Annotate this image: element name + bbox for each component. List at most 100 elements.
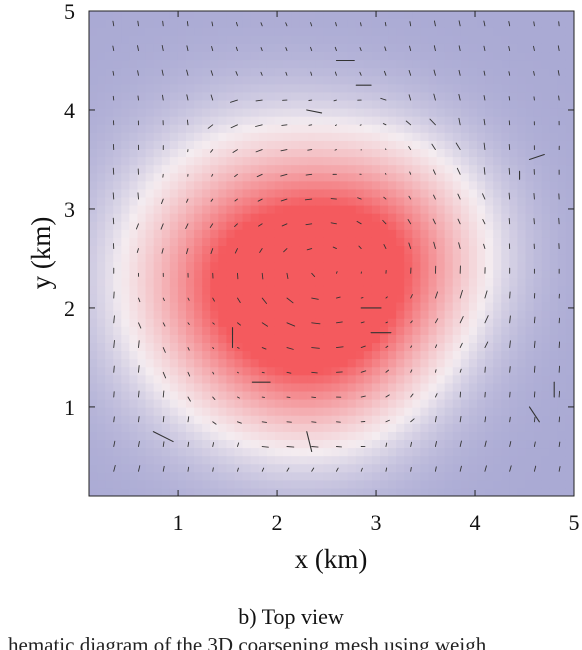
heatmap-cell xyxy=(428,439,438,449)
heatmap-cell xyxy=(161,156,171,166)
heatmap-cell xyxy=(250,51,260,61)
heatmap-cell xyxy=(363,253,373,263)
heatmap-cell xyxy=(565,463,574,473)
heatmap-cell xyxy=(371,447,381,457)
heatmap-cell xyxy=(339,269,349,279)
heatmap-cell xyxy=(129,180,139,190)
heatmap-cell xyxy=(250,358,260,368)
heatmap-cell xyxy=(186,67,195,77)
heatmap-cell xyxy=(299,407,308,416)
heatmap-cell xyxy=(363,302,373,311)
heatmap-cell xyxy=(485,164,494,174)
quiver-arrow xyxy=(286,446,295,448)
heatmap-cell xyxy=(460,140,470,150)
heatmap-cell xyxy=(202,19,211,28)
heatmap-cell xyxy=(452,407,462,416)
heatmap-cell xyxy=(226,269,236,279)
heatmap-cell xyxy=(210,285,219,295)
heatmap-cell xyxy=(331,164,341,174)
heatmap-cell xyxy=(266,358,276,368)
heatmap-cell xyxy=(194,285,203,295)
heatmap-cell xyxy=(315,326,325,335)
heatmap-cell xyxy=(121,172,131,182)
heatmap-cell xyxy=(234,487,244,496)
heatmap-cell xyxy=(242,83,252,93)
heatmap-cell xyxy=(363,229,373,238)
heatmap-cell xyxy=(404,253,413,263)
quiver-arrow xyxy=(209,223,214,228)
heatmap-cell xyxy=(557,415,567,424)
heatmap-cell xyxy=(299,447,308,457)
heatmap-cell xyxy=(283,253,292,263)
heatmap-cell xyxy=(485,366,494,376)
heatmap-cell xyxy=(242,431,252,441)
heatmap-cell xyxy=(97,59,106,69)
heatmap-cell xyxy=(444,172,454,182)
heatmap-cell xyxy=(355,350,365,360)
heatmap-cell xyxy=(565,180,574,190)
heatmap-cell xyxy=(404,455,413,465)
heatmap-cell xyxy=(525,237,535,247)
heatmap-cell xyxy=(436,180,446,190)
quiver-arrow xyxy=(385,321,388,324)
heatmap-cell xyxy=(177,11,187,20)
heatmap-cell xyxy=(153,399,163,408)
heatmap-cell xyxy=(258,83,268,93)
heatmap-cell xyxy=(452,285,462,295)
heatmap-cell xyxy=(420,302,430,311)
heatmap-cell xyxy=(460,11,470,20)
heatmap-cell xyxy=(145,221,155,230)
heatmap-cell xyxy=(161,471,171,481)
heatmap-cell xyxy=(121,350,131,360)
heatmap-cell xyxy=(355,180,365,190)
heatmap-cell xyxy=(315,350,325,360)
heatmap-cell xyxy=(388,350,397,360)
heatmap-cell xyxy=(557,399,567,408)
heatmap-cell xyxy=(266,164,276,174)
heatmap-cell xyxy=(283,447,292,457)
heatmap-cell xyxy=(525,431,535,441)
heatmap-cell xyxy=(525,156,535,166)
heatmap-cell xyxy=(291,285,300,295)
heatmap-cell xyxy=(226,277,236,287)
heatmap-cell xyxy=(339,399,349,408)
heatmap-cell xyxy=(444,374,454,384)
heatmap-cell xyxy=(129,358,139,368)
heatmap-cell xyxy=(452,423,462,432)
heatmap-cell xyxy=(452,67,462,77)
heatmap-cell xyxy=(493,83,502,93)
heatmap-cell xyxy=(420,132,430,141)
heatmap-cell xyxy=(226,439,236,449)
heatmap-cell xyxy=(549,124,559,133)
heatmap-cell xyxy=(113,132,122,141)
heatmap-cell xyxy=(412,140,422,150)
heatmap-cell xyxy=(194,261,203,271)
heatmap-cell xyxy=(557,124,567,133)
heatmap-cell xyxy=(250,43,260,53)
quiver-arrow xyxy=(286,347,294,350)
heatmap-cell xyxy=(258,172,268,182)
heatmap-cell xyxy=(493,156,502,166)
heatmap-cell xyxy=(113,407,122,416)
heatmap-cell xyxy=(177,261,187,271)
quiver-field xyxy=(112,20,561,472)
heatmap-cell xyxy=(493,19,502,28)
heatmap-cell xyxy=(315,302,325,311)
heatmap-cell xyxy=(250,463,260,473)
heatmap-cell xyxy=(105,83,114,93)
heatmap-cell xyxy=(549,293,559,303)
heatmap-cell xyxy=(97,148,106,158)
heatmap-cell xyxy=(509,180,519,190)
heatmap-cell xyxy=(266,75,276,85)
quiver-arrow xyxy=(161,198,164,204)
heatmap-cell xyxy=(234,91,244,101)
heatmap-cell xyxy=(533,431,543,441)
heatmap-cell xyxy=(420,366,430,376)
heatmap-cell xyxy=(323,423,333,432)
heatmap-cell xyxy=(242,399,252,408)
heatmap-cell xyxy=(533,439,543,449)
heatmap-cell xyxy=(477,399,486,408)
heatmap-cell xyxy=(363,487,373,496)
heatmap-cell xyxy=(549,253,559,263)
heatmap-cell xyxy=(315,164,325,174)
